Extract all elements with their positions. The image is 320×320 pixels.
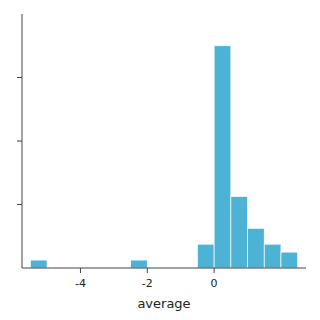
x-tick-label: 0 [211,277,218,290]
bar [264,244,281,268]
y-tick [17,204,22,205]
bar [214,46,231,268]
bar [231,197,248,268]
x-axis-label: average [137,296,190,311]
x-axis-line [22,268,306,269]
x-tick [80,268,81,273]
y-tick [17,141,22,142]
bar [197,244,214,268]
chart: -4 -2 0 average [0,0,320,320]
bar [30,260,47,268]
x-tick [214,268,215,273]
x-tick-label: -4 [75,277,86,290]
bar [131,260,148,268]
bars [30,46,297,268]
bar [248,228,265,268]
x-tick [147,268,148,273]
x-tick-label: -2 [142,277,153,290]
bar [281,252,298,268]
y-tick [17,77,22,78]
